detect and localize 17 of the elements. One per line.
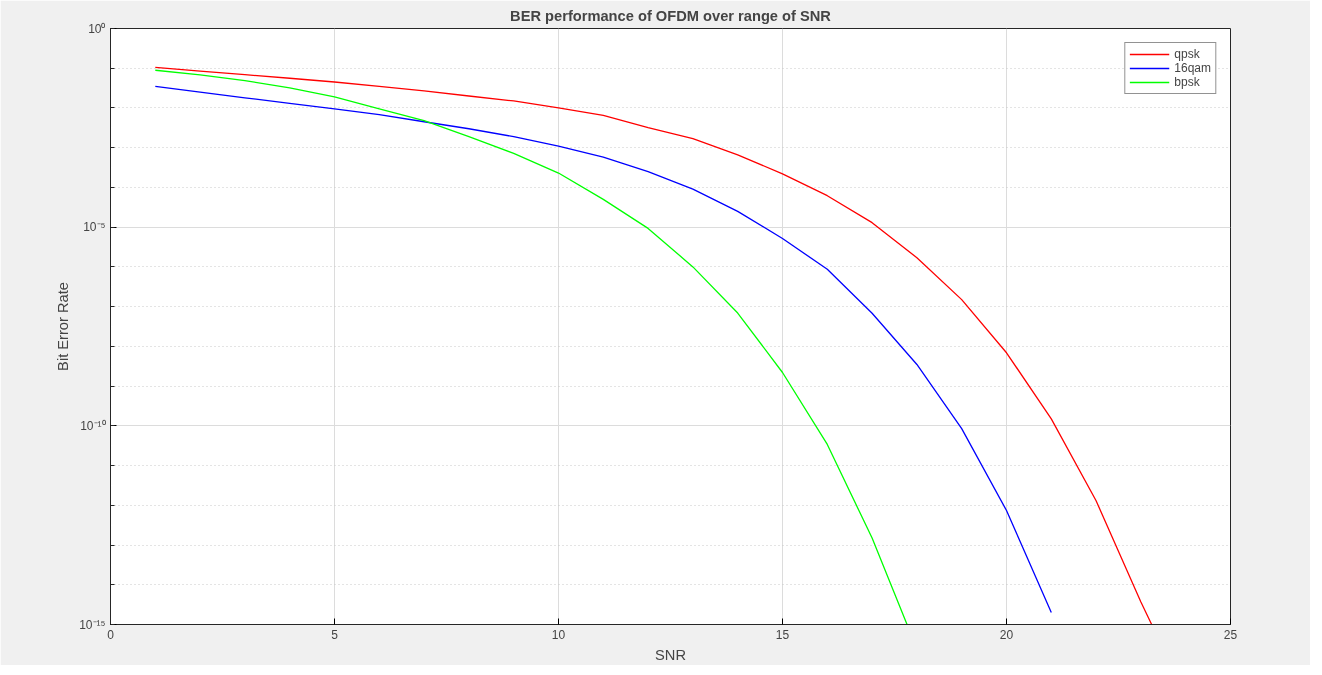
- x-tick-label: 25: [1223, 627, 1238, 642]
- line-series: [154, 69, 908, 625]
- y-tick-label: 10⁻¹⁰: [80, 418, 106, 433]
- x-tick-label: 10: [551, 627, 566, 642]
- x-tick-label: 15: [775, 627, 790, 642]
- x-axis-title: SNR: [655, 646, 686, 663]
- legend-label: bpsk: [1174, 75, 1200, 89]
- x-tick-label: 20: [999, 627, 1014, 642]
- y-tick-label: 10⁰: [88, 21, 106, 36]
- x-tick-label: 0: [107, 627, 115, 642]
- y-tick-label: 10⁻⁵: [83, 220, 106, 235]
- chart-title: BER performance of OFDM over range of SNR: [510, 7, 832, 24]
- x-tick-label: 5: [331, 627, 339, 642]
- legend-label: 16qam: [1174, 61, 1211, 75]
- y-axis-title: Bit Error Rate: [55, 282, 72, 371]
- y-tick-label: 10⁻¹⁵: [79, 617, 106, 632]
- legend-label: qpsk: [1174, 47, 1200, 61]
